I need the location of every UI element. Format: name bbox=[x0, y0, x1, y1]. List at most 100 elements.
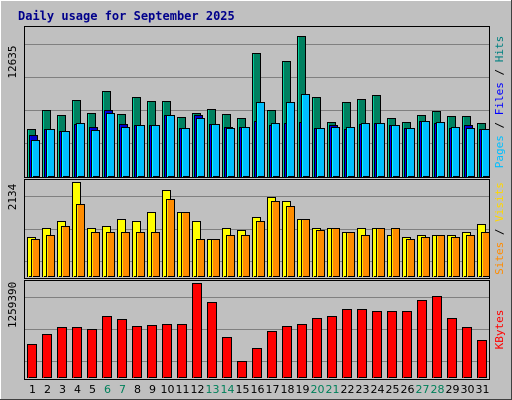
bar-visits-sites-sites-6 bbox=[106, 232, 115, 277]
legend-kbytes: KBytes bbox=[493, 310, 506, 350]
bar-kbytes-kbytes-29 bbox=[447, 318, 457, 378]
x-tick-label-10: 10 bbox=[161, 383, 175, 396]
y-max-label-visits-sites: 2134 bbox=[6, 183, 19, 210]
x-tick-label-20: 20 bbox=[311, 383, 325, 396]
bar-hits-files-pages-pages-21 bbox=[331, 127, 340, 177]
bar-visits-sites-sites-30 bbox=[466, 235, 475, 277]
legend-item-files: Files bbox=[493, 82, 506, 115]
bar-marks bbox=[27, 36, 490, 378]
x-tick-label-12: 12 bbox=[191, 383, 205, 396]
bar-hits-files-pages-pages-11 bbox=[181, 128, 190, 177]
x-tick-label-7: 7 bbox=[119, 383, 126, 396]
bar-hits-files-pages-pages-9 bbox=[151, 125, 160, 177]
bar-kbytes-kbytes-23 bbox=[357, 309, 367, 378]
bar-visits-sites-sites-13 bbox=[211, 239, 220, 277]
x-tick-label-1: 1 bbox=[29, 383, 36, 396]
bar-hits-files-pages-pages-4 bbox=[76, 123, 85, 177]
bar-visits-sites-sites-11 bbox=[181, 212, 190, 277]
bar-kbytes-kbytes-15 bbox=[237, 361, 247, 378]
bar-hits-files-pages-pages-14 bbox=[226, 128, 235, 177]
x-tick-label-6: 6 bbox=[104, 383, 111, 396]
bar-hits-files-pages-pages-23 bbox=[361, 123, 370, 177]
x-tick-label-25: 25 bbox=[386, 383, 400, 396]
bar-hits-files-pages-pages-8 bbox=[136, 125, 145, 177]
x-tick-label-21: 21 bbox=[326, 383, 340, 396]
bar-kbytes-kbytes-27 bbox=[417, 300, 427, 378]
bar-kbytes-kbytes-1 bbox=[27, 344, 37, 378]
bar-visits-sites-sites-2 bbox=[46, 235, 55, 277]
bar-hits-files-pages-pages-31 bbox=[481, 129, 490, 177]
bar-kbytes-kbytes-13 bbox=[207, 302, 217, 378]
bar-hits-files-pages-pages-5 bbox=[91, 130, 100, 177]
bar-kbytes-kbytes-28 bbox=[432, 296, 442, 378]
bar-kbytes-kbytes-12 bbox=[192, 283, 202, 378]
x-tick-label-2: 2 bbox=[44, 383, 51, 396]
x-tick-label-16: 16 bbox=[251, 383, 265, 396]
bar-hits-files-pages-pages-6 bbox=[106, 113, 115, 177]
bar-kbytes-kbytes-3 bbox=[57, 327, 67, 378]
bar-hits-files-pages-pages-20 bbox=[316, 128, 325, 177]
bar-visits-sites-sites-15 bbox=[241, 235, 250, 277]
bar-kbytes-kbytes-26 bbox=[402, 311, 412, 378]
bar-hits-files-pages-pages-22 bbox=[346, 127, 355, 177]
bar-kbytes-kbytes-17 bbox=[267, 331, 277, 378]
x-tick-label-13: 13 bbox=[206, 383, 220, 396]
bar-kbytes-kbytes-22 bbox=[342, 309, 352, 378]
bar-kbytes-kbytes-21 bbox=[327, 316, 337, 378]
bar-hits-files-pages-pages-13 bbox=[211, 124, 220, 177]
x-tick-label-5: 5 bbox=[89, 383, 96, 396]
x-tick-label-26: 26 bbox=[401, 383, 415, 396]
legend-item-hits: Hits bbox=[493, 36, 506, 63]
bar-visits-sites-sites-18 bbox=[286, 206, 295, 277]
legend-separator: / bbox=[493, 62, 506, 82]
x-tick-label-22: 22 bbox=[341, 383, 355, 396]
bar-visits-sites-sites-22 bbox=[346, 232, 355, 277]
axis-labels: 12635 Pages / Files / Hits 2134 Sites / Vis… bbox=[6, 36, 506, 396]
bar-kbytes-kbytes-5 bbox=[87, 329, 97, 378]
x-tick-label-14: 14 bbox=[221, 383, 235, 396]
bar-visits-sites-sites-1 bbox=[31, 239, 40, 277]
bar-hits-files-pages-pages-29 bbox=[451, 127, 460, 177]
bar-hits-files-pages-pages-10 bbox=[166, 115, 175, 177]
bar-hits-files-pages-pages-17 bbox=[271, 123, 280, 177]
legend-separator: / bbox=[493, 222, 506, 242]
legend-hits-files-pages: Pages / Files / Hits bbox=[493, 36, 506, 169]
bar-visits-sites-sites-14 bbox=[226, 235, 235, 277]
bar-visits-sites-sites-5 bbox=[91, 232, 100, 277]
bar-kbytes-kbytes-8 bbox=[132, 326, 142, 378]
bar-hits-files-pages-pages-7 bbox=[121, 127, 130, 177]
bar-visits-sites-sites-17 bbox=[271, 201, 280, 277]
panel-visits-frame bbox=[24, 179, 490, 279]
panel-hits-frame bbox=[24, 26, 490, 178]
legend-item-pages: Pages bbox=[493, 135, 506, 168]
bar-kbytes-kbytes-11 bbox=[177, 324, 187, 378]
bar-hits-files-pages-pages-28 bbox=[436, 122, 445, 177]
bar-hits-files-pages-pages-2 bbox=[46, 129, 55, 177]
bar-kbytes-kbytes-9 bbox=[147, 325, 157, 378]
bar-visits-sites-sites-26 bbox=[406, 239, 415, 277]
bar-hits-files-pages-pages-25 bbox=[391, 125, 400, 177]
x-tick-label-23: 23 bbox=[356, 383, 370, 396]
y-max-label-hits-files-pages: 12635 bbox=[6, 45, 19, 78]
bar-visits-sites-sites-20 bbox=[316, 230, 325, 277]
bar-kbytes-kbytes-14 bbox=[222, 337, 232, 378]
bar-visits-sites-sites-3 bbox=[61, 226, 70, 277]
x-tick-label-31: 31 bbox=[476, 383, 490, 396]
bar-hits-files-pages-pages-26 bbox=[406, 128, 415, 177]
bar-kbytes-kbytes-30 bbox=[462, 327, 472, 378]
bar-hits-files-pages-pages-3 bbox=[61, 131, 70, 177]
bar-kbytes-kbytes-31 bbox=[477, 340, 487, 378]
x-tick-label-18: 18 bbox=[281, 383, 295, 396]
y-max-label-kbytes: 1259390 bbox=[6, 282, 19, 328]
bar-visits-sites-sites-24 bbox=[376, 228, 385, 277]
panel-kbytes-frame bbox=[24, 280, 490, 380]
bar-hits-files-pages-pages-24 bbox=[376, 123, 385, 177]
bar-visits-sites-sites-19 bbox=[301, 219, 310, 277]
bar-kbytes-kbytes-18 bbox=[282, 326, 292, 378]
bar-hits-files-pages-pages-16 bbox=[256, 102, 265, 177]
x-tick-label-8: 8 bbox=[134, 383, 141, 396]
bar-visits-sites-sites-27 bbox=[421, 237, 430, 277]
legend-visits-sites: Sites / Visits bbox=[493, 182, 506, 275]
